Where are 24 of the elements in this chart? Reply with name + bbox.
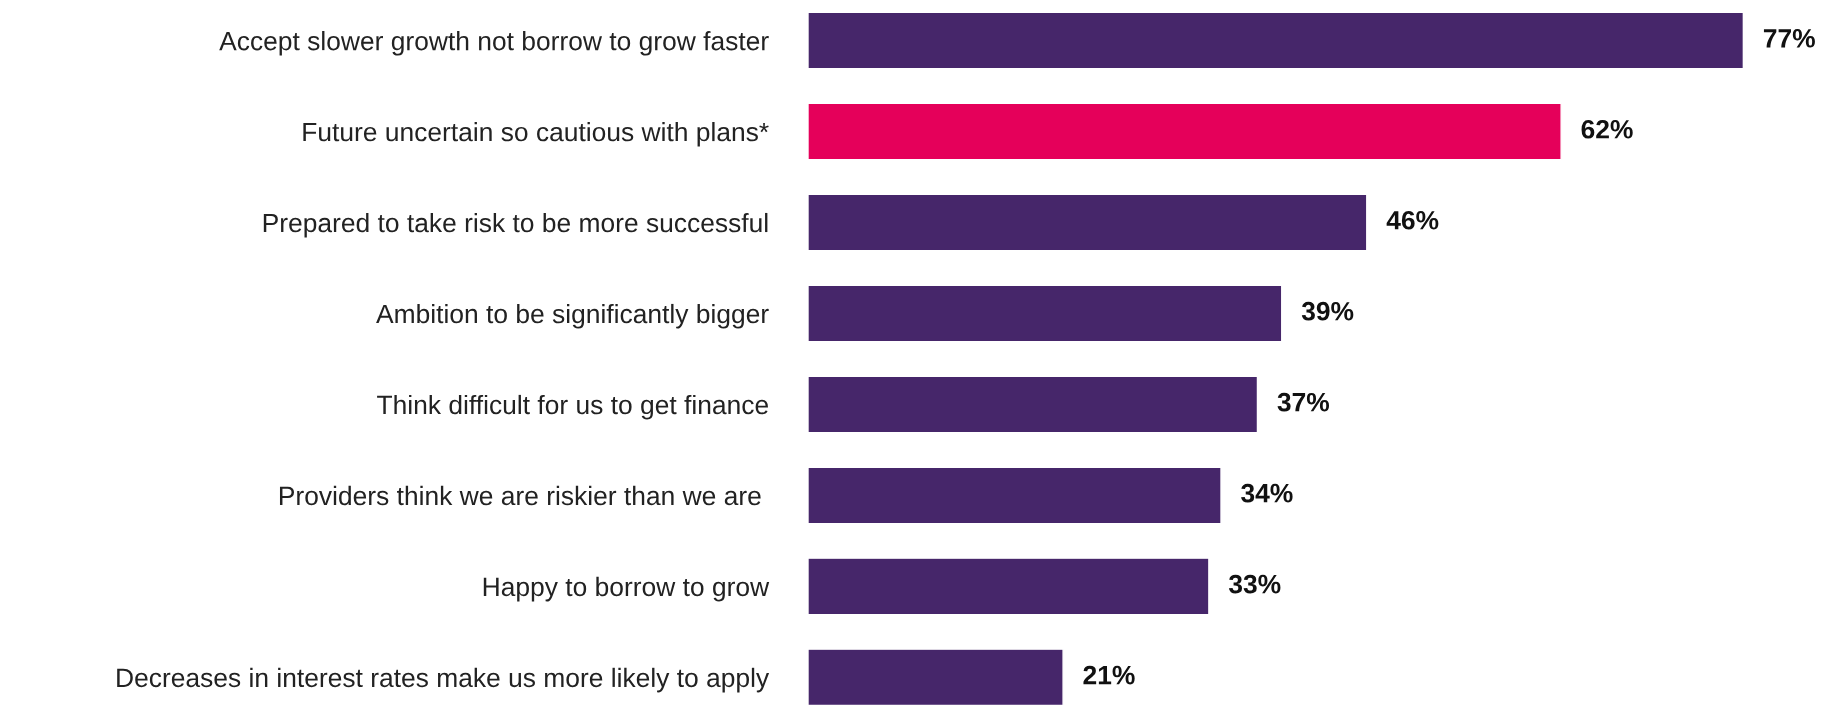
y-tick-label: Prepared to take risk to be more successful [263,212,768,238]
data-label: 33% [1228,574,1281,594]
y-tick-label: Think difficult for us to get finance [377,394,768,420]
bar [808,466,1222,525]
data-label: 77% [1763,29,1815,48]
y-tick-label: Providers think we are riskier than we are [279,485,761,506]
bar [808,11,1745,70]
data-label: 62% [1581,119,1633,139]
bar [808,648,1064,705]
y-tick-label: Accept slower growth not borrow to grow faster [219,31,769,56]
bar [808,375,1259,434]
bar [808,284,1283,343]
y-tick-label: Ambition to be significantly bigger [376,303,769,329]
bar [808,557,1210,616]
data-label: 37% [1277,392,1330,412]
y-tick-label: Future uncertain so cautious with plans* [303,121,769,147]
data-label: 34% [1241,483,1293,503]
y-tick-label: Happy to borrow to grow [483,576,770,602]
bar [808,102,1562,161]
y-tick-label: Decreases in interest rates make us more likely to apply [117,667,770,693]
data-label: 39% [1301,301,1354,321]
data-label: 21% [1083,665,1135,685]
bar [808,193,1368,252]
data-label: 46% [1386,210,1439,230]
